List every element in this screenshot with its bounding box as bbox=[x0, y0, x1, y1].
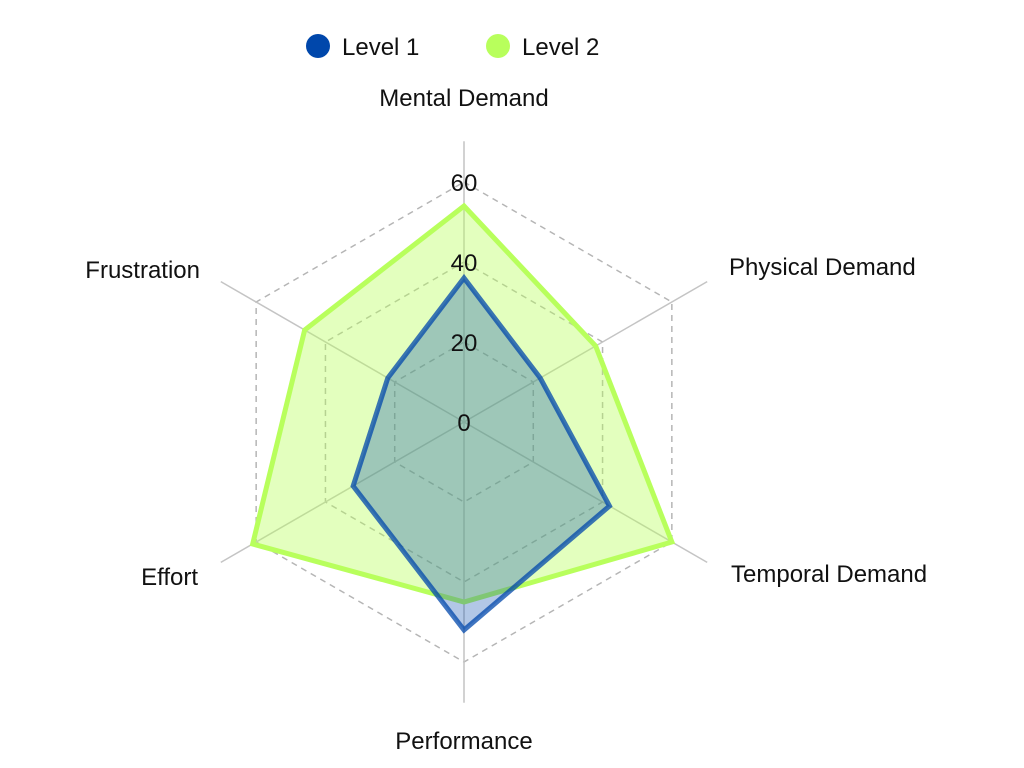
axis-label-performance: Performance bbox=[395, 728, 532, 755]
axis-label-mental-demand: Mental Demand bbox=[379, 85, 548, 112]
axis-spoke bbox=[220, 280, 465, 423]
axis-spoke bbox=[463, 280, 708, 423]
legend-label-level-1: Level 1 bbox=[342, 34, 419, 61]
series-outline bbox=[350, 273, 613, 634]
legend-marker-level-1 bbox=[306, 34, 330, 58]
series-level-2 bbox=[249, 202, 676, 605]
axis-label-effort: Effort bbox=[141, 564, 198, 591]
tick-label-20: 20 bbox=[451, 330, 478, 357]
series-layer bbox=[249, 202, 676, 634]
tick-label-40: 40 bbox=[451, 250, 478, 277]
tick-label-0: 0 bbox=[457, 410, 470, 437]
legend: Level 1 Level 2 bbox=[306, 34, 599, 61]
series-fill bbox=[252, 206, 672, 602]
tick-labels: 0 20 40 60 bbox=[451, 170, 478, 437]
axis-labels: Mental Demand Physical Demand Temporal Dem… bbox=[85, 85, 927, 755]
series-fill bbox=[353, 278, 610, 630]
axis-label-frustration: Frustration bbox=[85, 257, 200, 284]
axis-label-physical-demand: Physical Demand bbox=[729, 254, 916, 281]
tick-label-60: 60 bbox=[451, 170, 478, 197]
legend-label-level-2: Level 2 bbox=[522, 34, 599, 61]
series-level-1 bbox=[350, 273, 613, 634]
series-outline bbox=[249, 202, 676, 605]
axis-spoke bbox=[220, 421, 465, 564]
axis-label-temporal-demand: Temporal Demand bbox=[731, 561, 927, 588]
legend-marker-level-2 bbox=[486, 34, 510, 58]
axis-spoke bbox=[463, 421, 708, 564]
